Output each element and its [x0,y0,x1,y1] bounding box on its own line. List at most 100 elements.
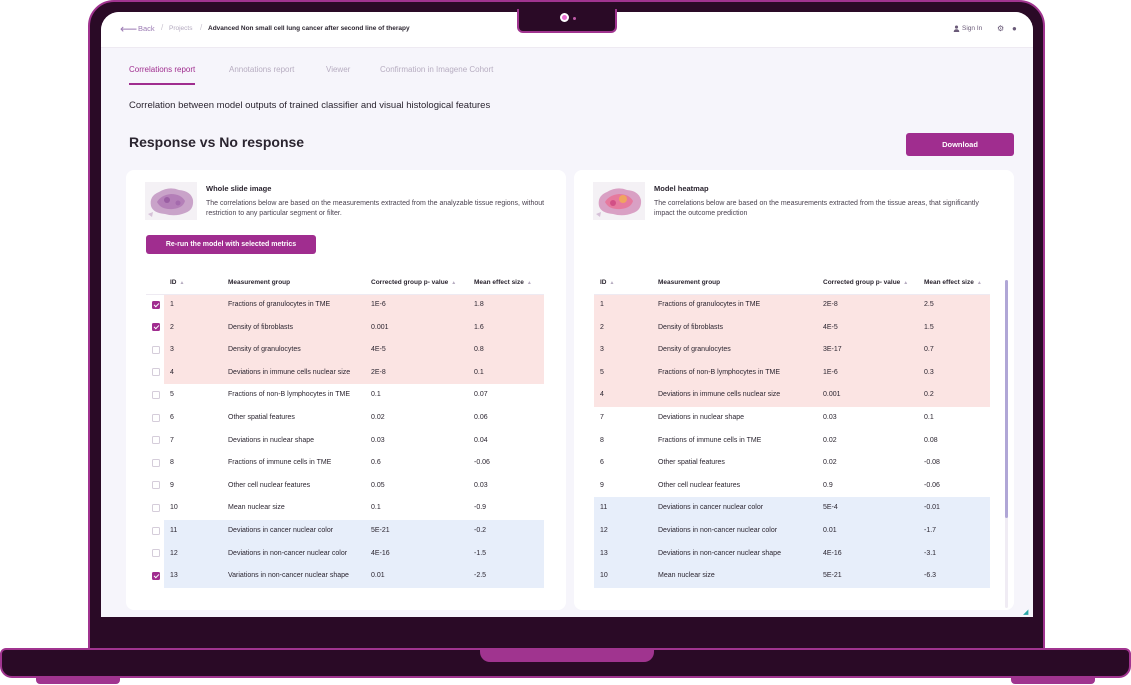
table-row[interactable]: 8 Fractions of immune cells in TME 0.6 -0.0… [146,452,544,475]
table-row[interactable]: 6 Other spatial features 0.02 0.06 [146,406,544,430]
heatmap-thumbnail[interactable] [593,182,645,220]
whole-slide-panel: Whole slide image The correlations below… [126,170,566,610]
sort-icon[interactable]: ▲ [179,280,185,287]
table-row[interactable]: 5 Fractions of non-B lymphocytes in TME 0.… [146,384,544,407]
measurement-group-cell: Other spatial features [222,406,365,430]
table-row[interactable]: 1 Fractions of granulocytes in TME 1E-6 1.8 [146,294,544,317]
table-row[interactable]: 11 Deviations in cancer nuclear color 5E-2… [146,519,544,543]
tab-viewer[interactable]: Viewer [326,65,351,74]
effect-size-cell: 0.1 [468,361,544,385]
p-value-cell: 0.01 [817,519,918,543]
table-row[interactable]: 9 Other cell nuclear features 0.05 0.03 [146,474,544,498]
column-header-group[interactable]: Measurement group [222,272,365,295]
breadcrumb-projects[interactable]: Projects [169,25,193,32]
id-cell: 12 [594,519,652,543]
measurement-group-cell: Fractions of non-B lymphocytes in TME [222,384,365,407]
table-row[interactable]: 10 Mean nuclear size 0.1 -0.9 [146,497,544,520]
id-cell: 6 [164,406,222,430]
table-row[interactable]: 7 Deviations in nuclear shape 0.03 0.04 [146,429,544,453]
table-row[interactable]: 12 Deviations in non-cancer nuclear color… [146,542,544,566]
column-header-id[interactable]: ID ▲ [164,272,222,295]
table-row[interactable]: 2 Density of fibroblasts 4E-5 1.5 [594,316,990,340]
row-checkbox[interactable] [152,571,160,580]
row-checkbox[interactable] [152,323,160,332]
row-checkbox[interactable] [152,300,160,309]
breadcrumb-project-title: Advanced Non small cell lung cancer afte… [208,25,410,32]
table-row[interactable]: 9 Other cell nuclear features 0.9 -0.06 [594,474,990,498]
table-row[interactable]: 7 Deviations in nuclear shape 0.03 0.1 [594,406,990,430]
table-row[interactable]: 3 Density of granulocytes 3E-17 0.7 [594,339,990,362]
id-cell: 10 [594,565,652,588]
id-cell: 3 [594,339,652,362]
scrollbar-thumb[interactable] [1005,280,1008,518]
table-row[interactable]: 13 Variations in non-cancer nuclear shape… [146,565,544,588]
gear-icon[interactable]: ⚙ [997,24,1005,33]
table-row[interactable]: 4 Deviations in immune cells nuclear size… [594,384,990,407]
measurement-group-cell: Other cell nuclear features [222,474,365,498]
row-checkbox[interactable] [152,391,160,399]
sort-icon[interactable]: ▲ [609,280,615,287]
measurement-group-cell: Mean nuclear size [222,497,365,520]
effect-size-cell: -6.3 [918,565,990,588]
row-checkbox[interactable] [152,503,160,512]
measurement-group-cell: Deviations in non-cancer nuclear shape [652,542,817,566]
rerun-model-button[interactable]: Re-run the model with selected metrics [146,235,316,254]
row-checkbox[interactable] [152,549,160,558]
table-row[interactable]: 4 Deviations in immune cells nuclear size… [146,361,544,385]
table-row[interactable]: 5 Fractions of non-B lymphocytes in TME 1E… [594,361,990,385]
tab-confirmation-cohort[interactable]: Confirmation in Imagene Cohort [380,65,494,74]
id-cell: 11 [164,519,222,543]
effect-size-cell: -1.7 [918,519,990,543]
row-checkbox[interactable] [152,526,160,535]
column-header-group[interactable]: Measurement group [652,272,817,295]
effect-size-cell: -0.01 [918,497,990,520]
column-header-pvalue[interactable]: Corrected group p- value ▲ [365,272,468,295]
sort-icon[interactable]: ▲ [526,280,532,287]
slide-thumbnail[interactable] [145,182,197,220]
right-correlation-table: ID ▲ Measurement group Corrected group p-… [594,272,990,588]
p-value-cell: 0.02 [817,429,918,453]
table-row[interactable]: 12 Deviations in non-cancer nuclear color… [594,519,990,543]
id-cell: 9 [164,474,222,498]
sort-icon[interactable]: ▲ [976,280,982,287]
measurement-group-cell: Other cell nuclear features [652,474,817,498]
p-value-cell: 0.1 [365,384,468,407]
table-row[interactable]: 10 Mean nuclear size 5E-21 -6.3 [594,565,990,588]
table-row[interactable]: 1 Fractions of granulocytes in TME 2E-8 2.5 [594,294,990,317]
p-value-cell: 4E-16 [817,542,918,566]
table-row[interactable]: 6 Other spatial features 0.02 -0.08 [594,452,990,475]
table-row[interactable]: 3 Density of granulocytes 4E-5 0.8 [146,339,544,362]
row-checkbox[interactable] [152,436,160,445]
id-cell: 4 [164,361,222,385]
id-cell: 8 [594,429,652,453]
row-checkbox[interactable] [152,345,160,354]
measurement-group-cell: Density of granulocytes [222,339,365,362]
table-row[interactable]: 2 Density of fibroblasts 0.001 1.6 [146,316,544,340]
panel-title: Model heatmap [654,184,709,193]
table-row[interactable]: 11 Deviations in cancer nuclear color 5E-4… [594,497,990,520]
tab-annotations-report[interactable]: Annotations report [229,65,295,74]
column-header-id[interactable]: ID ▲ [594,272,652,295]
row-checkbox[interactable] [152,413,160,422]
sort-icon[interactable]: ▲ [903,280,909,287]
row-checkbox[interactable] [152,458,160,467]
bell-icon[interactable]: ● [1012,24,1017,33]
row-checkbox[interactable] [152,481,160,490]
table-row[interactable]: 13 Deviations in non-cancer nuclear shape… [594,542,990,566]
download-button[interactable]: Download [906,133,1014,156]
table-row[interactable]: 8 Fractions of immune cells in TME 0.02 0.0… [594,429,990,453]
p-value-cell: 4E-5 [365,339,468,362]
effect-size-cell: 1.5 [918,316,990,340]
measurement-group-cell: Fractions of non-B lymphocytes in TME [652,361,817,385]
back-arrow-icon[interactable]: ⟵ [120,22,138,36]
tab-correlations-report[interactable]: Correlations report [129,65,196,85]
column-header-effect[interactable]: Mean effect size ▲ [918,272,990,295]
column-header-pvalue[interactable]: Corrected group p- value ▲ [817,272,918,295]
column-header-effect[interactable]: Mean effect size ▲ [468,272,544,295]
page-subtitle: Correlation between model outputs of tra… [129,100,491,111]
select-cell [146,497,164,520]
sort-icon[interactable]: ▲ [451,280,457,287]
sign-in-link[interactable]: Sign In [962,25,983,32]
back-link[interactable]: Back [138,24,155,33]
row-checkbox[interactable] [152,368,160,377]
